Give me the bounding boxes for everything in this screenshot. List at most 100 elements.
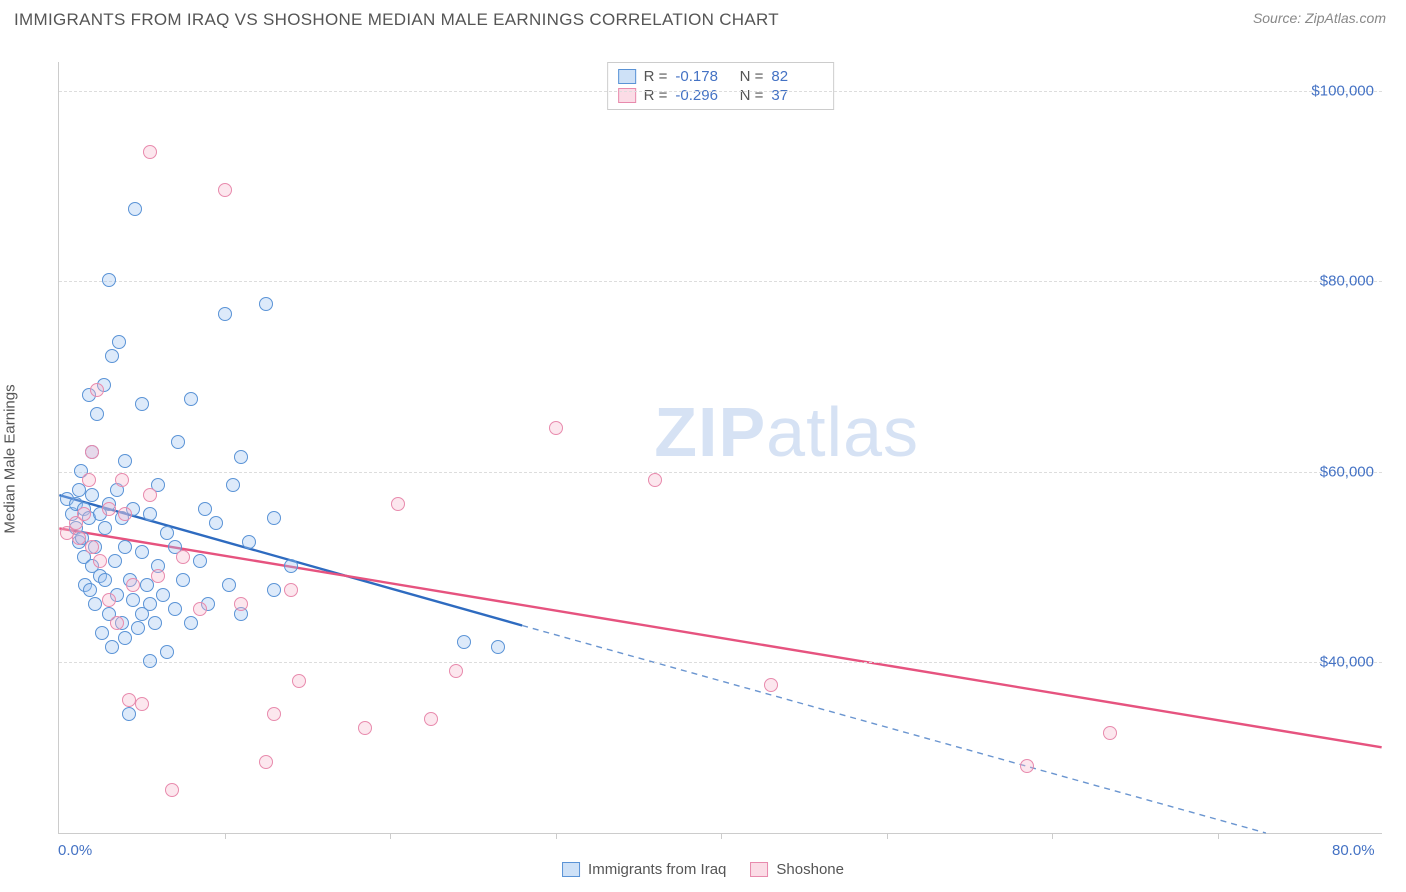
scatter-point-shoshone	[284, 583, 298, 597]
scatter-point-shoshone	[358, 721, 372, 735]
scatter-point-iraq	[491, 640, 505, 654]
scatter-point-iraq	[90, 407, 104, 421]
x-tick-mark	[556, 833, 557, 839]
scatter-point-iraq	[98, 573, 112, 587]
scatter-point-shoshone	[102, 502, 116, 516]
scatter-point-shoshone	[90, 383, 104, 397]
scatter-point-iraq	[98, 521, 112, 535]
x-tick-mark	[887, 833, 888, 839]
x-tick-mark	[225, 833, 226, 839]
swatch-iraq	[618, 69, 636, 84]
scatter-point-iraq	[118, 540, 132, 554]
plot-area: ZIPatlas R =-0.178 N =82R =-0.296 N =37 …	[58, 62, 1382, 834]
scatter-point-shoshone	[176, 550, 190, 564]
scatter-point-iraq	[135, 545, 149, 559]
chart-title: IMMIGRANTS FROM IRAQ VS SHOSHONE MEDIAN …	[14, 10, 779, 30]
scatter-point-shoshone	[764, 678, 778, 692]
stats-row-shoshone: R =-0.296 N =37	[618, 86, 824, 105]
scatter-point-iraq	[284, 559, 298, 573]
scatter-point-iraq	[118, 631, 132, 645]
scatter-point-iraq	[160, 526, 174, 540]
scatter-point-shoshone	[449, 664, 463, 678]
scatter-point-iraq	[131, 621, 145, 635]
scatter-point-iraq	[168, 602, 182, 616]
scatter-point-iraq	[148, 616, 162, 630]
scatter-point-shoshone	[135, 697, 149, 711]
scatter-point-shoshone	[85, 445, 99, 459]
x-tick-label: 80.0%	[1332, 842, 1375, 859]
scatter-point-iraq	[267, 511, 281, 525]
legend-item: Immigrants from Iraq	[562, 861, 726, 878]
scatter-point-shoshone	[391, 497, 405, 511]
legend-swatch	[562, 862, 580, 877]
scatter-point-iraq	[128, 202, 142, 216]
stats-row-iraq: R =-0.178 N =82	[618, 67, 824, 86]
scatter-point-iraq	[209, 516, 223, 530]
stat-n-label: N =	[735, 87, 763, 104]
scatter-point-iraq	[105, 349, 119, 363]
scatter-point-iraq	[126, 593, 140, 607]
scatter-point-iraq	[160, 645, 174, 659]
scatter-point-shoshone	[648, 473, 662, 487]
y-axis-label: Median Male Earnings	[2, 384, 19, 533]
stat-n-label: N =	[735, 68, 763, 85]
scatter-point-iraq	[135, 397, 149, 411]
scatter-point-iraq	[259, 297, 273, 311]
x-tick-label: 0.0%	[58, 842, 92, 859]
gridline-h	[59, 281, 1382, 282]
scatter-point-iraq	[140, 578, 154, 592]
scatter-point-iraq	[184, 616, 198, 630]
bottom-legend: Immigrants from Iraq Shoshone	[562, 861, 844, 878]
scatter-point-iraq	[105, 640, 119, 654]
scatter-point-shoshone	[424, 712, 438, 726]
scatter-point-shoshone	[110, 616, 124, 630]
scatter-point-iraq	[95, 626, 109, 640]
scatter-point-shoshone	[234, 597, 248, 611]
legend-item: Shoshone	[750, 861, 844, 878]
scatter-point-shoshone	[549, 421, 563, 435]
chart-container: Median Male Earnings ZIPatlas R =-0.178 …	[14, 40, 1392, 878]
header: IMMIGRANTS FROM IRAQ VS SHOSHONE MEDIAN …	[0, 0, 1406, 34]
scatter-point-shoshone	[122, 693, 136, 707]
scatter-point-shoshone	[292, 674, 306, 688]
scatter-point-iraq	[143, 507, 157, 521]
scatter-point-iraq	[83, 583, 97, 597]
scatter-point-iraq	[267, 583, 281, 597]
trend-lines-layer	[59, 62, 1382, 833]
gridline-h	[59, 662, 1382, 663]
legend-label: Immigrants from Iraq	[588, 861, 726, 878]
scatter-point-shoshone	[193, 602, 207, 616]
scatter-point-iraq	[118, 454, 132, 468]
scatter-point-iraq	[234, 450, 248, 464]
y-tick-label: $40,000	[1320, 654, 1374, 671]
scatter-point-shoshone	[118, 507, 132, 521]
scatter-point-shoshone	[102, 593, 116, 607]
legend-swatch	[750, 862, 768, 877]
scatter-point-shoshone	[82, 473, 96, 487]
scatter-point-shoshone	[72, 531, 86, 545]
stat-r-label: R =	[644, 87, 668, 104]
scatter-point-iraq	[108, 554, 122, 568]
watermark-text-a: ZIP	[654, 393, 766, 471]
scatter-point-iraq	[88, 597, 102, 611]
scatter-point-shoshone	[267, 707, 281, 721]
scatter-point-shoshone	[115, 473, 129, 487]
trend-line-ext-iraq	[522, 625, 1266, 833]
stat-r-value: -0.296	[675, 87, 727, 104]
legend-label: Shoshone	[776, 861, 844, 878]
x-tick-mark	[1218, 833, 1219, 839]
scatter-point-shoshone	[1103, 726, 1117, 740]
scatter-point-iraq	[171, 435, 185, 449]
scatter-point-shoshone	[143, 488, 157, 502]
watermark: ZIPatlas	[654, 392, 919, 472]
y-tick-label: $100,000	[1311, 82, 1374, 99]
source-attribution: Source: ZipAtlas.com	[1253, 10, 1386, 26]
y-tick-label: $60,000	[1320, 463, 1374, 480]
stats-legend-box: R =-0.178 N =82R =-0.296 N =37	[607, 62, 835, 110]
scatter-point-iraq	[176, 573, 190, 587]
scatter-point-iraq	[184, 392, 198, 406]
scatter-point-shoshone	[85, 540, 99, 554]
gridline-h	[59, 91, 1382, 92]
x-tick-mark	[1052, 833, 1053, 839]
scatter-point-shoshone	[143, 145, 157, 159]
